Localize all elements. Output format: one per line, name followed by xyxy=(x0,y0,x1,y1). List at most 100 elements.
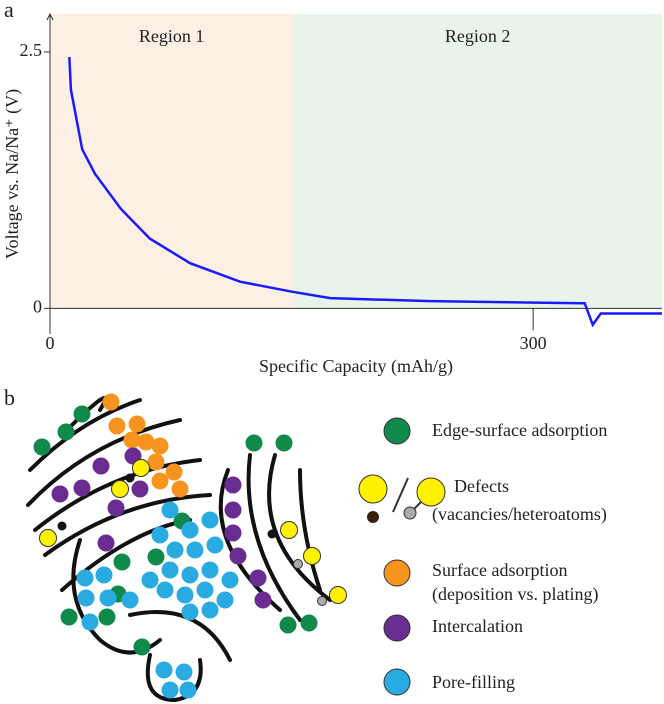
legend-swatch xyxy=(383,417,411,445)
particle xyxy=(99,589,117,607)
particle xyxy=(33,438,51,456)
particle xyxy=(329,586,347,604)
legend-swatch xyxy=(383,668,411,696)
legend-swatch xyxy=(383,614,411,642)
particle xyxy=(206,536,224,554)
particle xyxy=(201,561,219,579)
particle xyxy=(245,434,263,452)
particle xyxy=(123,431,141,449)
legend-swatch xyxy=(367,511,379,523)
particle xyxy=(77,589,95,607)
particle xyxy=(221,571,239,589)
particle xyxy=(279,616,297,634)
particle xyxy=(161,501,179,519)
legend-label: (vacancies/heteroatoms) xyxy=(432,504,607,525)
particle xyxy=(73,405,91,423)
layer-arc xyxy=(26,418,182,507)
particle xyxy=(156,581,174,599)
particle xyxy=(229,547,247,565)
layer-arc xyxy=(145,653,203,703)
particle xyxy=(186,541,204,559)
legend-label: Edge-surface adsorption xyxy=(432,420,607,440)
particle xyxy=(275,434,293,452)
legend-swatch xyxy=(403,506,417,520)
particle xyxy=(171,480,189,498)
particle xyxy=(161,561,179,579)
particle xyxy=(128,415,146,433)
particle xyxy=(107,499,125,517)
particle xyxy=(73,479,91,497)
legend-label: (deposition vs. plating) xyxy=(432,584,598,605)
particle xyxy=(224,524,242,542)
x-tick-label: 0 xyxy=(46,333,55,353)
particle xyxy=(132,459,150,477)
particle xyxy=(224,476,242,494)
region xyxy=(50,14,294,309)
particle xyxy=(254,591,272,609)
particle xyxy=(121,591,139,609)
particle xyxy=(76,569,94,587)
legend-label: Surface adsorption xyxy=(432,560,567,580)
particle xyxy=(161,681,179,699)
particle xyxy=(166,541,184,559)
particle xyxy=(92,457,110,475)
particle xyxy=(60,608,78,626)
legend-label: Pore-filling xyxy=(432,672,515,692)
heteroatom xyxy=(293,559,303,569)
particle xyxy=(98,608,116,626)
layer-arc xyxy=(28,398,142,472)
particle xyxy=(179,681,197,699)
particle xyxy=(147,548,165,566)
particle xyxy=(201,601,219,619)
particle xyxy=(147,453,165,471)
particle xyxy=(175,663,193,681)
legend-label: Intercalation xyxy=(432,616,523,636)
panel-label: b xyxy=(4,385,15,410)
defect xyxy=(267,529,277,539)
particle xyxy=(300,614,318,632)
y-tick-label: 2.5 xyxy=(20,40,43,60)
particle xyxy=(137,433,155,451)
chart: Region 1 Region 2 0 300 0 2.5 Specific Capacit… xyxy=(2,12,662,377)
region-label: Region 1 xyxy=(139,26,205,46)
particle xyxy=(57,423,75,441)
particle xyxy=(201,511,219,529)
voltage-curve xyxy=(68,57,662,328)
y-tick-label: 0 xyxy=(33,296,42,316)
particle xyxy=(151,526,169,544)
particle xyxy=(216,591,234,609)
region xyxy=(293,14,662,309)
layer-arc xyxy=(43,493,212,557)
particle xyxy=(81,613,99,631)
x-tick-label: 300 xyxy=(520,333,547,353)
particle xyxy=(181,521,199,539)
particle xyxy=(151,437,169,455)
particle xyxy=(151,472,169,490)
y-axis-label: Voltage vs. Na/Na⁺ (V) xyxy=(2,89,23,259)
particle xyxy=(176,586,194,604)
layer-arc xyxy=(33,458,202,532)
particle xyxy=(111,480,129,498)
particle xyxy=(165,463,183,481)
axis-arrow xyxy=(46,12,54,21)
region-label: Region 2 xyxy=(445,26,511,46)
particle xyxy=(303,547,321,565)
legend-swatch xyxy=(358,474,388,504)
particle xyxy=(141,571,159,589)
diagram: Edge-surface adsorption Defects (vacancies… xyxy=(26,393,607,703)
panel-label: a xyxy=(4,0,14,22)
particle xyxy=(108,417,126,435)
particle xyxy=(95,566,113,584)
defect xyxy=(125,473,135,483)
particle xyxy=(196,581,214,599)
particle xyxy=(249,569,267,587)
heteroatom xyxy=(317,596,327,606)
defect xyxy=(57,521,67,531)
particle xyxy=(155,661,173,679)
legend-slash xyxy=(392,477,409,513)
particle xyxy=(131,480,149,498)
particle xyxy=(181,603,199,621)
layer-arc xyxy=(246,453,302,622)
particle xyxy=(97,534,115,552)
